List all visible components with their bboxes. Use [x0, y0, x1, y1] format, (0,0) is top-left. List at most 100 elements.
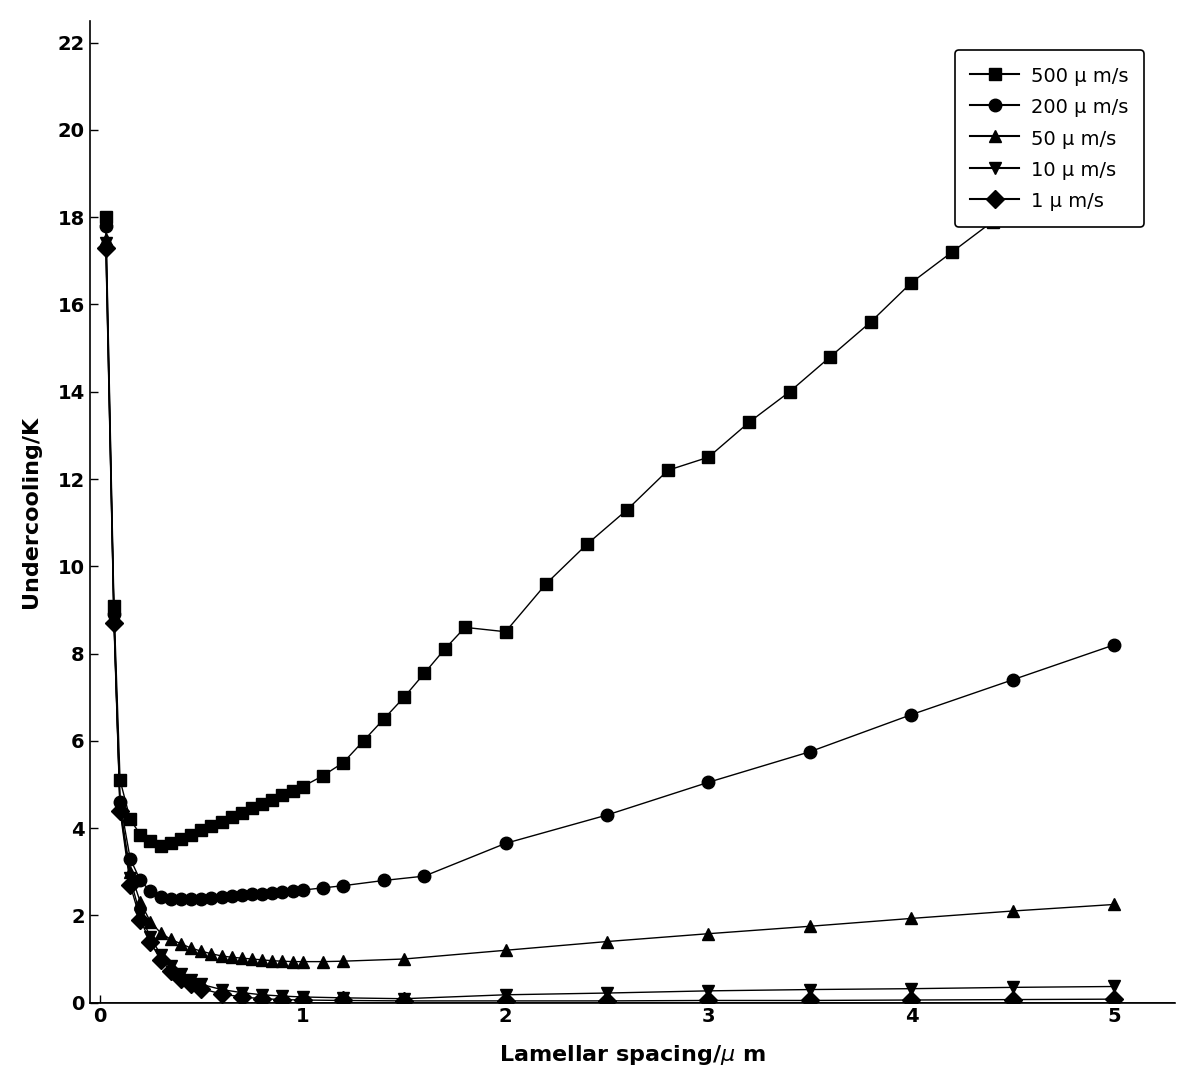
- 200 μ m/s: [316, 881, 330, 894]
- 50 μ m/s: [106, 613, 121, 626]
- 1 μ m/s: [112, 804, 127, 817]
- 200 μ m/s: [295, 883, 310, 897]
- 500 μ m/s: [438, 643, 452, 656]
- 1 μ m/s: [194, 982, 208, 996]
- 200 μ m/s: [255, 887, 269, 900]
- 1 μ m/s: [499, 994, 513, 1007]
- 500 μ m/s: [133, 828, 147, 841]
- 50 μ m/s: [98, 233, 112, 246]
- 50 μ m/s: [245, 952, 260, 965]
- 10 μ m/s: [600, 987, 615, 1000]
- 50 μ m/s: [194, 944, 208, 957]
- 200 μ m/s: [98, 220, 112, 233]
- 10 μ m/s: [214, 984, 228, 997]
- 10 μ m/s: [153, 948, 167, 961]
- 200 μ m/s: [133, 874, 147, 887]
- 50 μ m/s: [1006, 904, 1020, 917]
- 500 μ m/s: [266, 793, 280, 806]
- 200 μ m/s: [184, 892, 199, 905]
- 200 μ m/s: [205, 891, 219, 904]
- 500 μ m/s: [499, 626, 513, 639]
- 200 μ m/s: [1006, 673, 1020, 687]
- 500 μ m/s: [286, 784, 300, 798]
- 500 μ m/s: [660, 463, 675, 477]
- 1 μ m/s: [133, 913, 147, 926]
- 200 μ m/s: [1107, 639, 1122, 652]
- 200 μ m/s: [701, 776, 715, 789]
- 200 μ m/s: [214, 890, 228, 903]
- 1 μ m/s: [1006, 993, 1020, 1006]
- 1 μ m/s: [1107, 992, 1122, 1005]
- 500 μ m/s: [782, 385, 797, 398]
- 10 μ m/s: [1107, 980, 1122, 993]
- 50 μ m/s: [266, 954, 280, 967]
- 50 μ m/s: [499, 943, 513, 956]
- 500 μ m/s: [458, 621, 472, 634]
- 200 μ m/s: [417, 869, 432, 882]
- 500 μ m/s: [904, 276, 919, 289]
- 1 μ m/s: [255, 992, 269, 1005]
- 500 μ m/s: [98, 211, 112, 224]
- 500 μ m/s: [153, 839, 167, 852]
- 500 μ m/s: [580, 537, 594, 551]
- Line: 200 μ m/s: 200 μ m/s: [99, 220, 1121, 905]
- 500 μ m/s: [945, 246, 959, 259]
- 50 μ m/s: [112, 800, 127, 813]
- 50 μ m/s: [904, 912, 919, 925]
- 10 μ m/s: [164, 960, 178, 973]
- 200 μ m/s: [286, 885, 300, 898]
- 1 μ m/s: [164, 964, 178, 977]
- 10 μ m/s: [295, 990, 310, 1003]
- 200 μ m/s: [499, 837, 513, 850]
- Y-axis label: Undercooling/K: Undercooling/K: [20, 416, 41, 608]
- 50 μ m/s: [336, 954, 350, 967]
- 500 μ m/s: [234, 806, 249, 819]
- 50 μ m/s: [316, 955, 330, 968]
- 50 μ m/s: [123, 865, 138, 878]
- 200 μ m/s: [245, 888, 260, 901]
- 50 μ m/s: [173, 937, 188, 950]
- 500 μ m/s: [225, 811, 239, 824]
- 200 μ m/s: [336, 879, 350, 892]
- Legend: 500 μ m/s, 200 μ m/s, 50 μ m/s, 10 μ m/s, 1 μ m/s: 500 μ m/s, 200 μ m/s, 50 μ m/s, 10 μ m/s…: [954, 50, 1143, 226]
- 1 μ m/s: [275, 993, 289, 1006]
- 500 μ m/s: [214, 815, 228, 828]
- 10 μ m/s: [133, 908, 147, 922]
- 500 μ m/s: [417, 667, 432, 680]
- 1 μ m/s: [336, 994, 350, 1007]
- 200 μ m/s: [112, 795, 127, 808]
- 10 μ m/s: [112, 802, 127, 815]
- X-axis label: Lamellar spacing/$\mu$ m: Lamellar spacing/$\mu$ m: [499, 1043, 765, 1067]
- 50 μ m/s: [144, 915, 158, 928]
- 500 μ m/s: [106, 599, 121, 613]
- 1 μ m/s: [295, 993, 310, 1006]
- 10 μ m/s: [98, 237, 112, 250]
- 500 μ m/s: [397, 691, 411, 704]
- 500 μ m/s: [173, 832, 188, 845]
- 10 μ m/s: [701, 985, 715, 998]
- 50 μ m/s: [153, 926, 167, 939]
- 200 μ m/s: [234, 889, 249, 902]
- 10 μ m/s: [184, 974, 199, 987]
- 1 μ m/s: [106, 617, 121, 630]
- 10 μ m/s: [904, 982, 919, 996]
- 1 μ m/s: [144, 936, 158, 949]
- Line: 10 μ m/s: 10 μ m/s: [99, 237, 1121, 1005]
- 500 μ m/s: [275, 789, 289, 802]
- 1 μ m/s: [234, 990, 249, 1003]
- 50 μ m/s: [234, 952, 249, 965]
- 50 μ m/s: [184, 941, 199, 954]
- 500 μ m/s: [255, 798, 269, 811]
- 500 μ m/s: [336, 756, 350, 769]
- 50 μ m/s: [133, 895, 147, 908]
- 200 μ m/s: [803, 745, 817, 758]
- 500 μ m/s: [144, 834, 158, 848]
- 1 μ m/s: [600, 994, 615, 1007]
- 50 μ m/s: [286, 955, 300, 968]
- 500 μ m/s: [1067, 149, 1081, 162]
- 1 μ m/s: [397, 994, 411, 1007]
- 10 μ m/s: [803, 984, 817, 997]
- 1 μ m/s: [98, 242, 112, 255]
- 50 μ m/s: [164, 932, 178, 945]
- 200 μ m/s: [106, 608, 121, 621]
